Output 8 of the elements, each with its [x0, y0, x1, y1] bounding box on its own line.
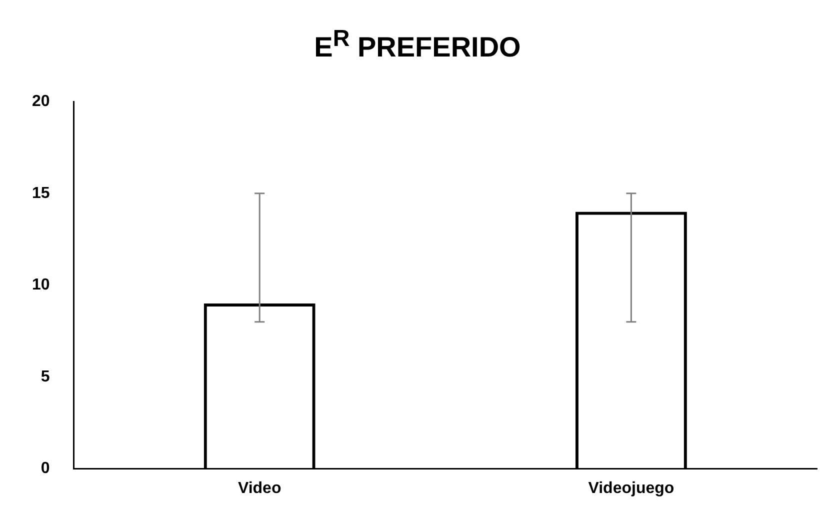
- x-tick-label: Videojuego: [588, 480, 674, 497]
- y-tick-label: 15: [32, 184, 50, 202]
- y-tick-label: 10: [32, 276, 50, 294]
- x-tick-label: Video: [238, 480, 282, 497]
- chart-title: E$^{R}$ PREFERIDO: [313, 24, 522, 64]
- y-tick-label: 5: [40, 368, 50, 386]
- y-tick-label: 0: [40, 460, 50, 478]
- y-tick-label: 20: [32, 93, 50, 110]
